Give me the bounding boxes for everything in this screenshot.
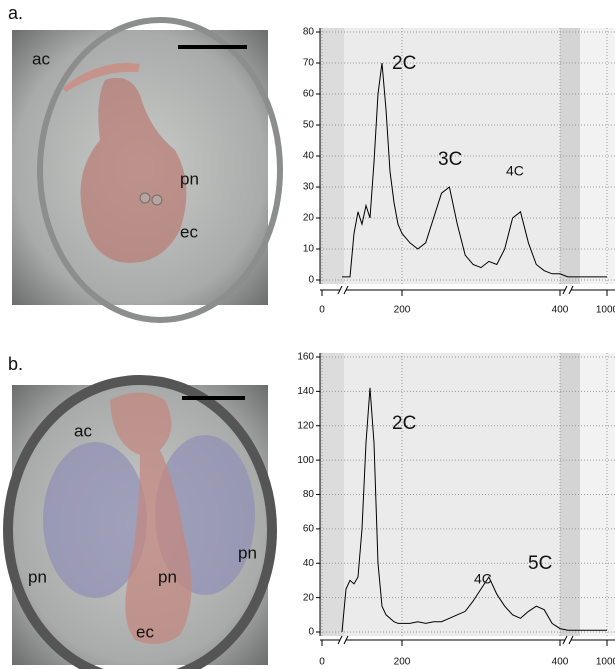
y-tick-label: 10 bbox=[303, 244, 315, 255]
axis-break bbox=[568, 635, 574, 645]
axis-break bbox=[562, 285, 568, 295]
y-tick-label: 120 bbox=[297, 420, 314, 431]
y-tick-label: 20 bbox=[303, 592, 315, 603]
micrograph: ac pn ec bbox=[12, 17, 283, 323]
micrograph: ac pn pn pn ec bbox=[3, 375, 277, 669]
axis-break bbox=[340, 636, 346, 644]
x-tick-label: 400 bbox=[552, 305, 569, 316]
image-label: ec bbox=[180, 222, 198, 241]
image-label: pn bbox=[28, 567, 47, 586]
x-tick-label: 0 bbox=[319, 305, 325, 316]
y-tick-label: 50 bbox=[303, 120, 315, 131]
y-tick-label: 60 bbox=[303, 524, 315, 535]
axis-break bbox=[337, 635, 343, 645]
image-label: ac bbox=[32, 49, 50, 68]
image-label: pn bbox=[238, 543, 257, 562]
axis-break bbox=[337, 285, 343, 295]
annotation: 3C bbox=[438, 149, 462, 170]
y-tick-label: 20 bbox=[303, 213, 315, 224]
image-label: pn bbox=[158, 567, 177, 586]
y-tick-label: 70 bbox=[303, 58, 315, 69]
x-tick-label: 1000 bbox=[596, 305, 615, 316]
y-tick-label: 40 bbox=[303, 558, 315, 569]
annotation: 4C bbox=[474, 571, 492, 587]
x-tick-label: 0 bbox=[319, 657, 325, 668]
y-tick-label: 40 bbox=[303, 151, 315, 162]
y-tick-label: 60 bbox=[303, 89, 315, 100]
annotation: 5C bbox=[528, 553, 552, 574]
y-tick-label: 30 bbox=[303, 182, 315, 193]
white-band bbox=[580, 353, 615, 636]
axis-break bbox=[343, 635, 349, 645]
y-tick-label: 80 bbox=[303, 489, 315, 500]
image-label: ac bbox=[74, 421, 92, 440]
annotation: 4C bbox=[506, 163, 524, 179]
y-tick-label: 0 bbox=[308, 275, 314, 286]
histogram-line bbox=[341, 387, 607, 633]
y-tick-label: 80 bbox=[303, 27, 315, 38]
image-label: ec bbox=[136, 622, 154, 641]
axis-break bbox=[340, 286, 346, 294]
x-tick-label: 400 bbox=[552, 657, 569, 668]
y-tick-label: 100 bbox=[297, 455, 314, 466]
axis-break bbox=[568, 285, 574, 295]
y-tick-label: 0 bbox=[308, 627, 314, 638]
panel-label: b. bbox=[8, 354, 23, 374]
image-label: pn bbox=[180, 169, 199, 188]
y-tick-label: 160 bbox=[297, 352, 314, 363]
axis-break bbox=[565, 286, 571, 294]
y-tick-label: 140 bbox=[297, 386, 314, 397]
annotation: 2C bbox=[392, 53, 416, 74]
annotation: 2C bbox=[392, 413, 416, 434]
axis-break bbox=[343, 285, 349, 295]
x-tick-label: 1000 bbox=[596, 657, 615, 668]
axis-break bbox=[562, 635, 568, 645]
x-tick-label: 200 bbox=[394, 657, 411, 668]
white-band bbox=[580, 28, 615, 284]
axis-break bbox=[565, 636, 571, 644]
panel-label: a. bbox=[8, 3, 23, 23]
histogram-line bbox=[342, 62, 607, 278]
x-tick-label: 200 bbox=[394, 305, 411, 316]
